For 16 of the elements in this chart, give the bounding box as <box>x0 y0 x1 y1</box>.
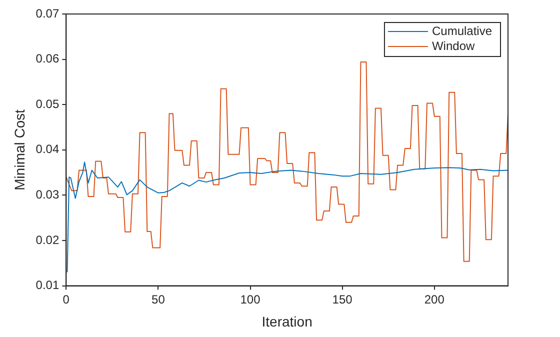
x-tick-label: 50 <box>152 292 166 306</box>
legend-label: Cumulative <box>432 24 492 38</box>
legend-label: Window <box>432 38 475 53</box>
x-tick-label: 200 <box>424 292 445 306</box>
x-axis-title: Iteration <box>262 313 312 330</box>
x-tick-label: 100 <box>240 292 261 306</box>
y-tick-label: 0.03 <box>36 188 60 202</box>
y-tick-label: 0.04 <box>36 142 60 156</box>
y-tick-label: 0.02 <box>36 232 60 247</box>
y-tick-label: 0.05 <box>36 96 60 111</box>
x-tick-label: 0 <box>62 292 70 306</box>
y-tick-label: 0.06 <box>36 52 60 66</box>
y-axis-title: Minimal Cost <box>11 109 28 190</box>
x-tick-label: 150 <box>332 292 353 306</box>
y-tick-label: 0.01 <box>36 278 60 292</box>
y-tick-label: 0.07 <box>36 6 60 20</box>
